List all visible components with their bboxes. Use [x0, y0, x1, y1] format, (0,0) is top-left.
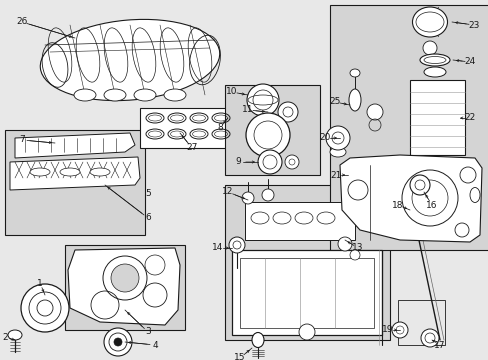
Circle shape — [29, 292, 61, 324]
Bar — [224, 85, 319, 175]
Text: 15: 15 — [234, 354, 245, 360]
Circle shape — [285, 155, 298, 169]
Text: 21: 21 — [329, 171, 341, 180]
Bar — [65, 245, 184, 330]
Text: 17: 17 — [433, 341, 445, 350]
Circle shape — [347, 180, 367, 200]
Circle shape — [245, 113, 289, 157]
Text: 3: 3 — [145, 328, 151, 337]
Circle shape — [37, 300, 53, 316]
Ellipse shape — [60, 168, 80, 176]
Text: 19: 19 — [382, 325, 393, 334]
Polygon shape — [68, 248, 180, 325]
Circle shape — [391, 322, 407, 338]
Polygon shape — [339, 155, 481, 242]
Text: 20: 20 — [319, 134, 330, 143]
Ellipse shape — [74, 89, 96, 101]
Bar — [140, 108, 240, 148]
Text: 14: 14 — [212, 243, 223, 252]
Polygon shape — [10, 157, 140, 190]
Circle shape — [242, 192, 253, 204]
Text: 16: 16 — [426, 201, 437, 210]
Circle shape — [111, 264, 139, 292]
Ellipse shape — [329, 147, 346, 157]
Text: 23: 23 — [468, 21, 479, 30]
Bar — [409, 80, 464, 155]
Circle shape — [298, 324, 314, 340]
Circle shape — [258, 150, 282, 174]
Text: 2: 2 — [2, 333, 8, 342]
Text: 6: 6 — [145, 213, 151, 222]
Ellipse shape — [469, 188, 479, 202]
Ellipse shape — [8, 330, 22, 340]
Text: 12: 12 — [222, 188, 233, 197]
Bar — [5, 130, 145, 235]
Polygon shape — [15, 133, 135, 158]
Circle shape — [420, 329, 438, 347]
Circle shape — [422, 41, 436, 55]
Ellipse shape — [40, 19, 219, 100]
Text: 24: 24 — [464, 58, 475, 67]
Text: 8: 8 — [217, 123, 223, 132]
Text: 4: 4 — [152, 341, 158, 350]
Text: 10: 10 — [226, 87, 237, 96]
Circle shape — [114, 338, 122, 346]
Text: 1: 1 — [37, 279, 43, 288]
Text: 7: 7 — [19, 135, 25, 144]
Circle shape — [337, 237, 351, 251]
Circle shape — [325, 126, 349, 150]
Bar — [224, 185, 389, 340]
Ellipse shape — [163, 89, 185, 101]
Circle shape — [459, 167, 475, 183]
Ellipse shape — [30, 168, 50, 176]
Ellipse shape — [104, 89, 126, 101]
Text: 18: 18 — [391, 201, 403, 210]
Circle shape — [349, 250, 359, 260]
Ellipse shape — [412, 7, 447, 37]
Circle shape — [278, 102, 297, 122]
Bar — [329, 5, 488, 250]
Circle shape — [104, 328, 132, 356]
Ellipse shape — [90, 168, 110, 176]
Text: 27: 27 — [186, 144, 197, 153]
Ellipse shape — [134, 89, 156, 101]
Bar — [397, 300, 444, 345]
Circle shape — [366, 104, 382, 120]
Ellipse shape — [423, 67, 445, 77]
Ellipse shape — [251, 333, 264, 347]
Text: 5: 5 — [145, 189, 151, 198]
Text: 22: 22 — [464, 113, 475, 122]
Bar — [244, 202, 354, 240]
Text: 13: 13 — [351, 243, 363, 252]
Bar — [240, 258, 373, 328]
Text: 26: 26 — [16, 18, 28, 27]
Ellipse shape — [348, 89, 360, 111]
Text: 25: 25 — [328, 98, 340, 107]
Ellipse shape — [419, 54, 449, 66]
Circle shape — [109, 333, 127, 351]
Circle shape — [21, 284, 69, 332]
Text: 11: 11 — [242, 105, 253, 114]
Bar — [231, 250, 381, 335]
Text: 9: 9 — [235, 158, 241, 166]
Circle shape — [454, 223, 468, 237]
Circle shape — [228, 237, 244, 253]
Ellipse shape — [349, 69, 359, 77]
Circle shape — [262, 189, 273, 201]
Circle shape — [246, 84, 279, 116]
Circle shape — [409, 175, 429, 195]
